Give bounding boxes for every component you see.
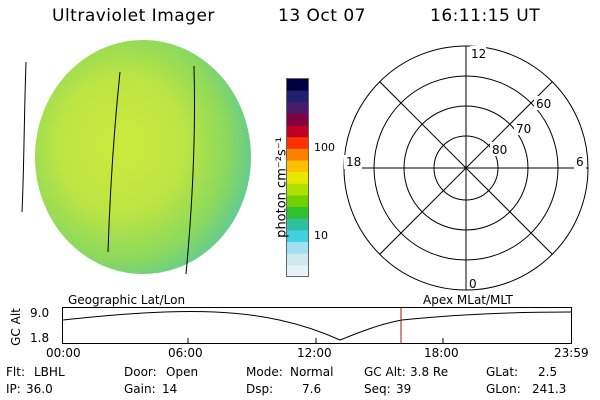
door-key: Door: (124, 365, 157, 379)
flt-value: LBHL (34, 365, 65, 379)
meridian-line (107, 71, 121, 253)
ip-key: IP: (6, 382, 21, 396)
gcalt-value: 3.8 Re (410, 365, 449, 379)
colorbar-band (287, 148, 308, 162)
mlat-label-60: 60 (536, 97, 551, 111)
colorbar-band (287, 113, 308, 127)
altitude-timeline (62, 307, 572, 344)
mlat-mlt-polar-plot: 12 18 6 0 60 70 80 (343, 45, 589, 291)
meridian-line (185, 65, 196, 275)
x-tick-2359: 23:59 (554, 346, 589, 360)
colorbar-tick-10: 10 (314, 229, 328, 242)
x-tick-0600: 06:00 (168, 346, 203, 360)
seq-key: Seq: (364, 382, 391, 396)
door-value: Open (166, 365, 199, 379)
glon-value: 241.3 (532, 382, 567, 396)
colorbar-band (287, 183, 308, 196)
meridian-line (21, 61, 27, 213)
x-tick-1800: 18:00 (424, 346, 459, 360)
image-time: 16:11:15 UT (430, 6, 541, 26)
apex-label: Apex MLat/MLT (423, 293, 513, 307)
glat-key: GLat: (486, 365, 519, 379)
colorbar-band (287, 137, 308, 150)
mlat-label-70: 70 (516, 122, 531, 136)
colorbar-band (287, 242, 308, 255)
glon-key: GLon: (486, 382, 521, 396)
altitude-curve (62, 310, 572, 341)
colorbar-band (287, 195, 308, 208)
intensity-colorbar (286, 78, 309, 278)
colorbar-band (287, 90, 308, 103)
dsp-value: 7.6 (302, 382, 322, 396)
y-tick-9: 9.0 (30, 306, 50, 320)
gain-key: Gain: (124, 382, 156, 396)
colorbar-band (287, 125, 308, 138)
colorbar-band (287, 160, 308, 173)
mode-value: Normal (290, 365, 334, 379)
colorbar-band (287, 172, 308, 185)
colorbar-band (287, 253, 308, 266)
dsp-key: Dsp: (246, 382, 274, 396)
colorbar-band (287, 230, 308, 243)
image-date: 13 Oct 07 (278, 6, 366, 26)
uv-earth-image (21, 40, 251, 275)
mlt-label-0: 0 (469, 277, 477, 291)
x-tick-0000: 00:00 (46, 346, 81, 360)
mode-key: Mode: (246, 365, 283, 379)
colorbar-label: photon cm⁻²s⁻¹ (274, 137, 290, 238)
x-tick-1200: 12:00 (297, 346, 332, 360)
colorbar-band (287, 207, 308, 220)
seq-value: 39 (396, 382, 412, 396)
mlt-label-12: 12 (471, 47, 486, 61)
diag-line (379, 81, 553, 255)
mlt-label-6: 6 (576, 155, 584, 169)
glat-value: 2.5 (538, 365, 558, 379)
colorbar-band (287, 218, 308, 231)
mlat-label-80: 80 (492, 143, 507, 157)
ip-value: 36.0 (26, 382, 53, 396)
y-tick-1.8: 1.8 (30, 331, 50, 345)
instrument-title: Ultraviolet Imager (52, 6, 215, 26)
geographic-label: Geographic Lat/Lon (68, 293, 186, 307)
mlt-label-18: 18 (346, 155, 361, 169)
gcalt-key: GC Alt: (364, 365, 406, 379)
colorbar-band (287, 265, 308, 278)
colorbar-band (287, 79, 308, 92)
colorbar-tick-100: 100 (314, 141, 335, 154)
flt-key: Flt: (6, 365, 25, 379)
gain-value: 14 (162, 382, 178, 396)
colorbar-band (287, 102, 308, 115)
